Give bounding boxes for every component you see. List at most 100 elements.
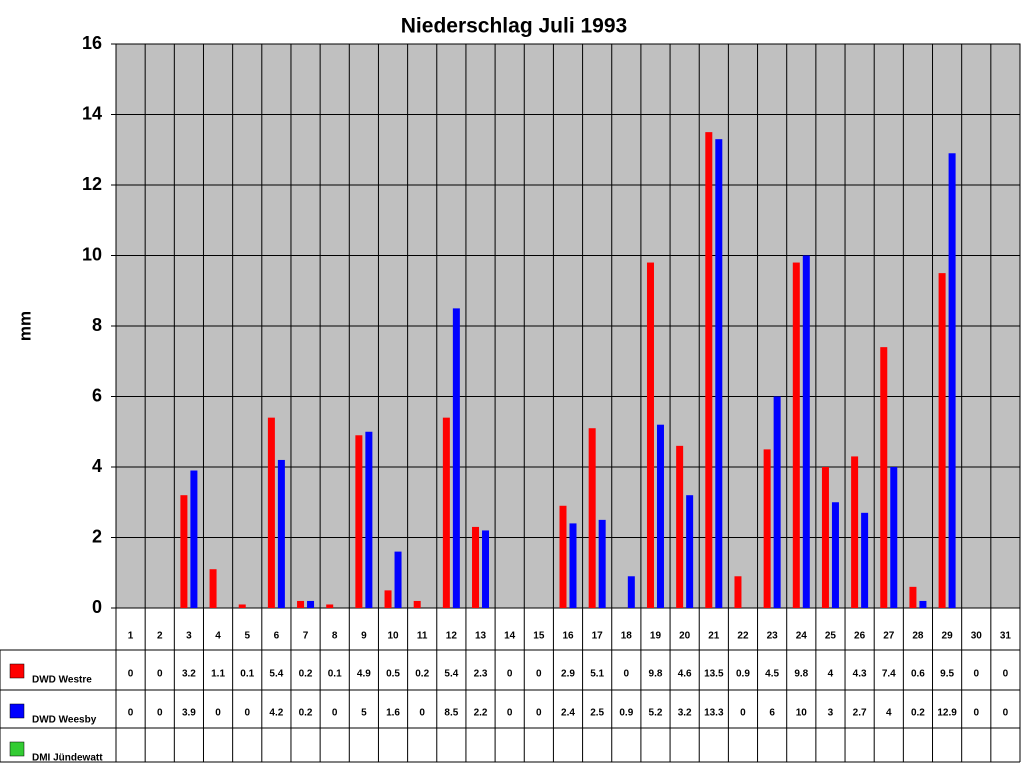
- y-axis-label: mm: [15, 311, 34, 341]
- table-value: 4.5: [765, 669, 779, 680]
- table-value: 9.8: [794, 669, 808, 680]
- table-value: 4.2: [269, 708, 283, 719]
- x-tick-label: 11: [417, 631, 428, 642]
- bar: [190, 470, 198, 608]
- table-value: 5: [361, 708, 367, 719]
- table-value: 2.5: [590, 708, 604, 719]
- y-tick-label: 14: [82, 103, 102, 123]
- table-value: 2.3: [474, 669, 488, 680]
- chart-title: Niederschlag Juli 1993: [401, 15, 627, 38]
- bar: [715, 139, 723, 609]
- x-tick-label: 8: [332, 631, 338, 642]
- x-tick-label: 12: [446, 631, 458, 642]
- bar: [559, 505, 567, 608]
- table-value: 3.2: [678, 708, 692, 719]
- bar: [355, 435, 363, 608]
- table-value: 3.9: [182, 708, 196, 719]
- x-tick-label: 29: [942, 631, 954, 642]
- table-value: 0.2: [911, 708, 925, 719]
- table-value: 0: [973, 708, 979, 719]
- bar: [686, 495, 694, 608]
- bar: [880, 347, 888, 608]
- x-tick-label: 10: [387, 631, 399, 642]
- bar: [734, 576, 742, 608]
- table-value: 0: [157, 708, 163, 719]
- table-value: 1.6: [386, 708, 400, 719]
- bar: [627, 576, 635, 608]
- table-value: 0: [536, 669, 542, 680]
- x-tick-label: 25: [825, 631, 837, 642]
- x-tick-label: 6: [274, 631, 280, 642]
- table-value: 0.6: [911, 669, 925, 680]
- bar: [452, 308, 460, 608]
- table-value: 10: [796, 708, 808, 719]
- table-value: 5.1: [590, 669, 604, 680]
- table-value: 0.2: [299, 708, 313, 719]
- table-value: 4: [828, 669, 834, 680]
- bar: [646, 262, 654, 608]
- table-value: 6: [769, 708, 775, 719]
- legend-label: DMI Jündewatt: [32, 753, 103, 764]
- table-value: 12.9: [937, 708, 957, 719]
- bar: [890, 467, 898, 608]
- legend-swatch: [9, 703, 25, 719]
- table-value: 9.8: [649, 669, 663, 680]
- bar: [861, 512, 869, 608]
- bar: [365, 431, 373, 608]
- bar: [792, 262, 800, 608]
- x-tick-label: 23: [767, 631, 779, 642]
- table-value: 3.2: [182, 669, 196, 680]
- x-tick-label: 14: [504, 631, 516, 642]
- table-value: 0: [507, 669, 513, 680]
- table-value: 0: [419, 708, 425, 719]
- x-tick-label: 13: [475, 631, 487, 642]
- bar: [326, 604, 334, 608]
- bar: [472, 526, 480, 608]
- legend-label: DWD Westre: [32, 675, 92, 686]
- bar: [948, 153, 956, 608]
- y-tick-label: 6: [92, 385, 102, 405]
- table-value: 0: [128, 669, 134, 680]
- table-value: 0: [507, 708, 513, 719]
- x-tick-label: 26: [854, 631, 866, 642]
- x-tick-label: 27: [883, 631, 895, 642]
- bar: [705, 132, 713, 608]
- table-value: 0: [157, 669, 163, 680]
- table-value: 0.2: [299, 669, 313, 680]
- x-tick-label: 2: [157, 631, 163, 642]
- y-tick-label: 16: [82, 33, 102, 53]
- table-value: 9.5: [940, 669, 954, 680]
- y-tick-label: 12: [82, 174, 102, 194]
- bar: [851, 456, 859, 608]
- x-tick-label: 1: [128, 631, 134, 642]
- x-tick-label: 19: [650, 631, 662, 642]
- y-tick-label: 4: [92, 456, 102, 476]
- table-value: 0.1: [240, 669, 254, 680]
- table-value: 4.3: [853, 669, 867, 680]
- bar: [180, 495, 188, 608]
- table-value: 2.4: [561, 708, 575, 719]
- table-value: 2.9: [561, 669, 575, 680]
- bar: [442, 417, 450, 608]
- table-value: 0: [244, 708, 250, 719]
- bar: [919, 600, 927, 608]
- x-tick-label: 15: [533, 631, 545, 642]
- x-tick-label: 4: [215, 631, 221, 642]
- bar: [394, 551, 402, 608]
- bar: [297, 600, 305, 608]
- table-value: 8.5: [444, 708, 458, 719]
- bar: [569, 523, 577, 608]
- table-value: 0: [1003, 669, 1009, 680]
- table-value: 4: [886, 708, 892, 719]
- bar: [676, 445, 684, 608]
- table-value: 0: [215, 708, 221, 719]
- x-tick-label: 28: [912, 631, 924, 642]
- x-tick-label: 18: [621, 631, 633, 642]
- legend-swatch: [9, 741, 25, 757]
- table-value: 7.4: [882, 669, 896, 680]
- table-value: 0: [624, 669, 630, 680]
- bar: [909, 586, 917, 608]
- bar: [588, 428, 596, 608]
